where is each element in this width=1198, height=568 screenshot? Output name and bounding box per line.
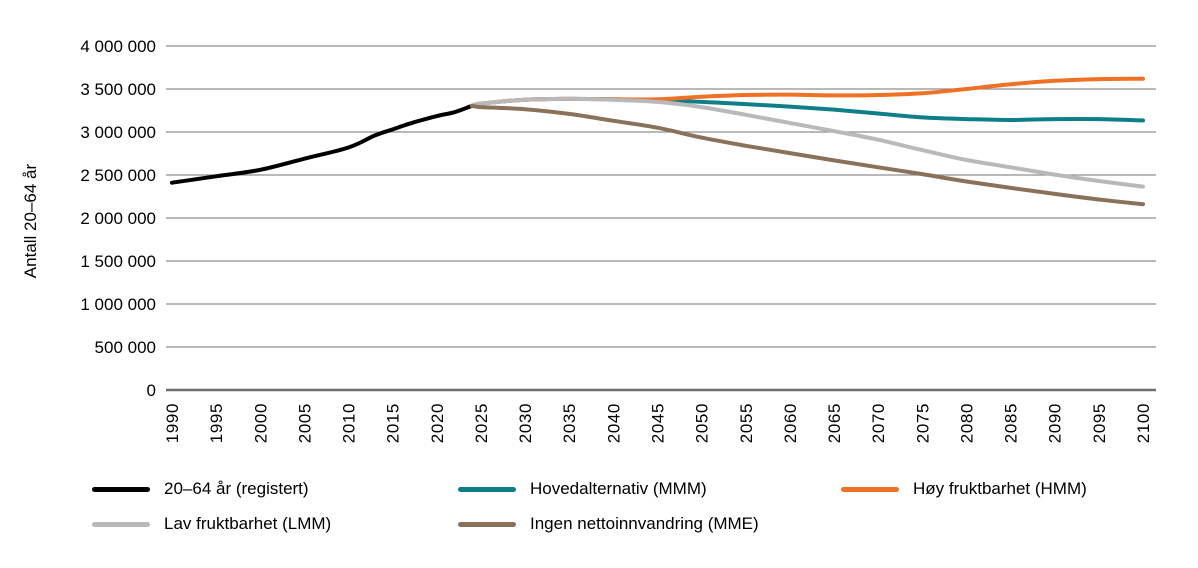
legend-label: 20–64 år (registert): [164, 479, 309, 498]
x-tick-label: 2020: [428, 403, 447, 443]
x-tick-label: 2025: [472, 403, 491, 443]
legend-item: Høy fruktbarhet (HMM): [841, 478, 1087, 500]
y-tick-label: 2 000 000: [80, 209, 156, 228]
y-tick-label: 500 000: [95, 338, 156, 357]
x-tick-label: 1990: [163, 403, 182, 443]
x-tick-label: 2060: [781, 403, 800, 443]
y-tick-label: 3 500 000: [80, 80, 156, 99]
series-line-4: [470, 103, 1145, 207]
legend-label: Hovedalternativ (MMM): [530, 479, 707, 498]
x-tick-label: 2090: [1046, 403, 1065, 443]
x-tick-label: 2035: [560, 403, 579, 443]
legend-label: Ingen nettoinnvandring (MME): [530, 514, 759, 533]
series-line-1: [470, 96, 1145, 123]
legend-label: Lav fruktbarhet (LMM): [164, 514, 332, 533]
legend-item: Ingen nettoinnvandring (MME): [458, 513, 841, 535]
y-tick-label: 0: [147, 381, 156, 400]
y-tick-label: 4 000 000: [80, 37, 156, 56]
x-tick-label: 1995: [207, 403, 226, 443]
x-tick-label: 2100: [1134, 403, 1153, 443]
legend-item: 20–64 år (registert): [92, 478, 458, 500]
y-tick-label: 1 500 000: [80, 252, 156, 271]
x-tick-label: 2010: [340, 403, 359, 443]
x-tick-label: 2095: [1090, 403, 1109, 443]
x-tick-label: 2000: [251, 403, 270, 443]
legend-swatch: [92, 521, 150, 527]
x-tick-label: 2050: [693, 403, 712, 443]
legend-swatch: [841, 486, 899, 492]
y-tick-label: 3 000 000: [80, 123, 156, 142]
x-tick-label: 2045: [649, 403, 668, 443]
x-tick-label: 2070: [869, 403, 888, 443]
x-tick-label: 2065: [825, 403, 844, 443]
x-tick-label: 2040: [604, 403, 623, 443]
legend: 20–64 år (registert) Hovedalternativ (MMM…: [92, 478, 1087, 535]
legend-label: Høy fruktbarhet (HMM): [913, 479, 1087, 498]
x-tick-label: 2015: [384, 403, 403, 443]
series-line-0: [170, 103, 475, 185]
y-tick-label: 2 500 000: [80, 166, 156, 185]
x-tick-label: 2075: [913, 403, 932, 443]
legend-item: Hovedalternativ (MMM): [458, 478, 841, 500]
legend-swatch: [458, 486, 516, 492]
y-tick-label: 1 000 000: [80, 295, 156, 314]
x-tick-label: 2085: [1002, 403, 1021, 443]
legend-swatch: [458, 521, 516, 527]
legend-item: Lav fruktbarhet (LMM): [92, 513, 458, 535]
series-line-2: [470, 76, 1145, 108]
legend-swatch: [92, 486, 150, 492]
x-tick-label: 2055: [737, 403, 756, 443]
x-tick-label: 2080: [958, 403, 977, 443]
x-tick-label: 2030: [516, 403, 535, 443]
x-tick-label: 2005: [295, 403, 314, 443]
series-line-3: [470, 96, 1145, 189]
